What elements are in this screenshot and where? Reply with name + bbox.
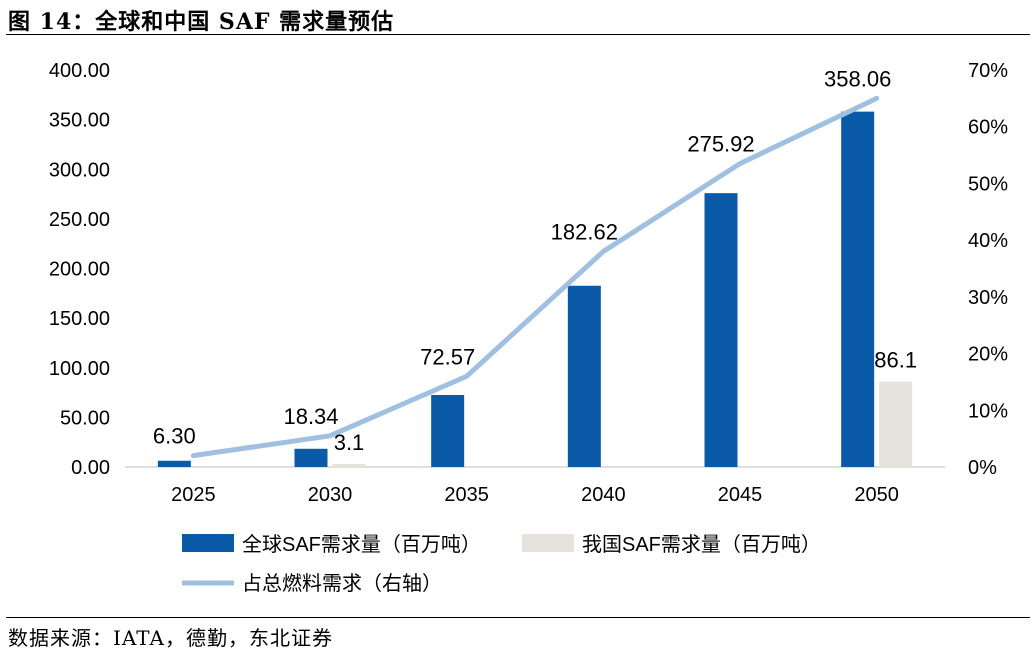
y-left-tick-label: 250.00 bbox=[49, 209, 110, 231]
bar-global-saf bbox=[567, 285, 601, 467]
legend-label-china: 我国SAF需求量（百万吨） bbox=[582, 533, 821, 556]
bar-global-saf bbox=[294, 448, 328, 467]
y-left-tick-label: 100.00 bbox=[49, 358, 110, 380]
y-left-tick-label: 200.00 bbox=[49, 259, 110, 281]
data-label-global: 18.34 bbox=[283, 404, 338, 429]
y-right-tick-label: 70% bbox=[968, 60, 1008, 82]
legend-swatch-global bbox=[182, 534, 234, 552]
legend-label-global: 全球SAF需求量（百万吨） bbox=[242, 533, 481, 556]
source-note: 数据来源：IATA，德勤，东北证券 bbox=[8, 626, 333, 650]
bar-global-saf bbox=[431, 394, 465, 467]
y-right-tick-label: 60% bbox=[968, 117, 1008, 139]
y-right-tick-label: 30% bbox=[968, 287, 1008, 309]
x-tick-label: 2050 bbox=[854, 484, 899, 506]
data-label-china: 3.1 bbox=[334, 430, 365, 455]
y-right-tick-label: 50% bbox=[968, 173, 1008, 195]
y-left-tick-label: 50.00 bbox=[60, 407, 110, 429]
bar-global-saf bbox=[841, 111, 875, 467]
data-label-china: 86.1 bbox=[874, 348, 917, 373]
saf-demand-chart: 0.00 50.00 100.00 150.00 200.00 250.00 300.00 3… bbox=[49, 60, 1008, 595]
x-tick-label: 2045 bbox=[718, 484, 763, 506]
legend-label-line: 占总燃料需求（右轴） bbox=[242, 572, 442, 595]
line-fuel-share bbox=[190, 95, 880, 459]
data-label-global: 275.92 bbox=[687, 132, 754, 157]
y-left-tick-label: 300.00 bbox=[49, 159, 110, 181]
data-label-global: 182.62 bbox=[551, 219, 618, 244]
title-rule bbox=[6, 34, 1030, 35]
bar-china-saf bbox=[879, 381, 913, 467]
x-tick-label: 2040 bbox=[581, 484, 626, 506]
y-left-tick-label: 400.00 bbox=[49, 60, 110, 82]
bar-global-saf bbox=[704, 193, 738, 467]
x-tick-label: 2035 bbox=[444, 484, 489, 506]
legend-swatch-china bbox=[522, 534, 574, 552]
x-tick-label: 2030 bbox=[308, 484, 353, 506]
y-right-tick-label: 40% bbox=[968, 230, 1008, 252]
data-label-global: 358.06 bbox=[824, 66, 891, 91]
y-left-tick-label: 150.00 bbox=[49, 308, 110, 330]
bar-china-saf bbox=[332, 463, 366, 467]
y-left-tick-label: 0.00 bbox=[71, 457, 110, 479]
x-tick-label: 2025 bbox=[171, 484, 216, 506]
figure-title: 图 14：全球和中国 SAF 需求量预估 bbox=[8, 9, 395, 35]
y-right-tick-label: 0% bbox=[968, 457, 997, 479]
y-right-tick-label: 20% bbox=[968, 344, 1008, 366]
data-label-global: 6.30 bbox=[153, 424, 196, 449]
y-right-tick-label: 10% bbox=[968, 400, 1008, 422]
source-rule bbox=[6, 617, 1030, 618]
data-label-global: 72.57 bbox=[420, 344, 475, 369]
y-left-tick-label: 350.00 bbox=[49, 110, 110, 132]
bar-global-saf bbox=[157, 460, 191, 467]
